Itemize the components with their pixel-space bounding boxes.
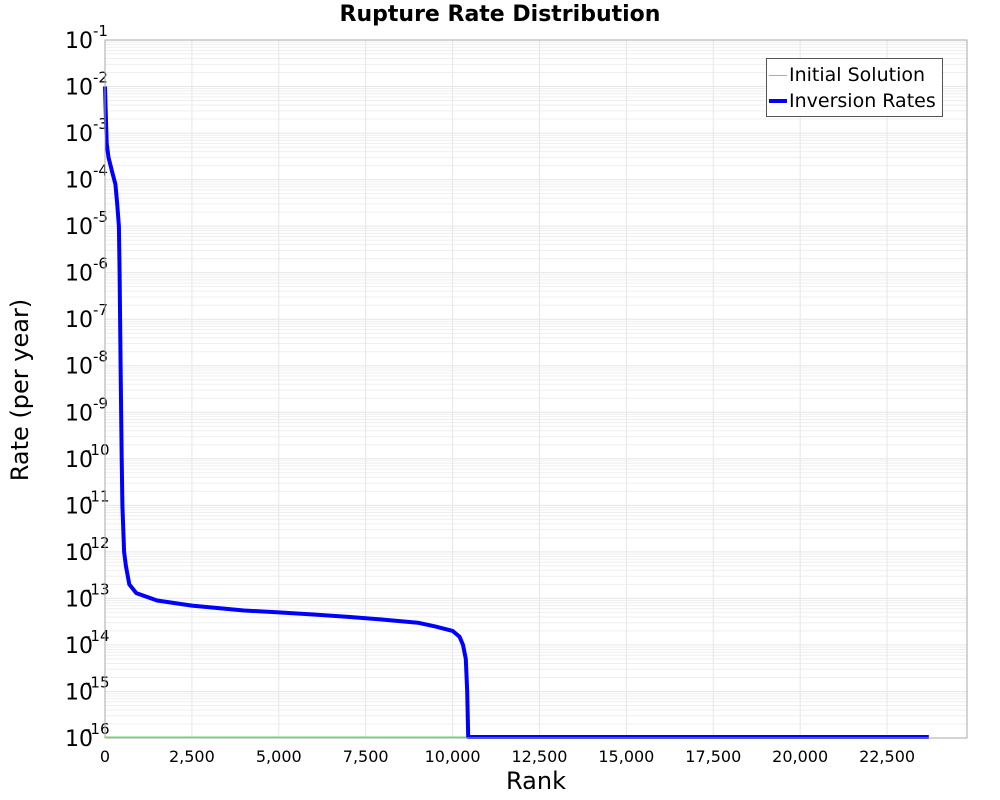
legend-label: Initial Solution: [789, 64, 926, 86]
y-tick-exponent: -13: [85, 580, 110, 598]
y-tick-exponent: -10: [85, 441, 110, 459]
y-tick-label: 10: [65, 401, 93, 426]
y-tick-label: 10: [65, 76, 93, 101]
x-tick-label: 22,500: [859, 747, 915, 766]
y-tick-label: 10: [65, 355, 93, 380]
y-tick-exponent: -7: [93, 301, 108, 319]
y-tick-exponent: -1: [93, 22, 108, 40]
y-tick-label: 10: [65, 727, 93, 752]
legend-label: Inversion Rates: [789, 90, 936, 112]
y-tick-label: 10: [65, 262, 93, 287]
y-tick-label: 10: [65, 587, 93, 612]
y-tick-label: 10: [65, 541, 93, 566]
y-axis-ticks: 10-110-210-310-410-510-610-710-810 -910-1…: [65, 22, 110, 752]
y-tick-label: 10: [65, 122, 93, 147]
y-tick-exponent: -12: [85, 534, 110, 552]
x-axis-label: Rank: [506, 767, 566, 795]
y-tick-exponent: -4: [93, 162, 108, 180]
y-tick-label: 10: [65, 494, 93, 519]
x-tick-label: 2,500: [169, 747, 215, 766]
y-tick-exponent: -2: [93, 69, 108, 87]
x-tick-label: 10,000: [425, 747, 481, 766]
y-tick-label: 10: [65, 634, 93, 659]
x-tick-label: 12,500: [511, 747, 567, 766]
y-tick-exponent: -6: [93, 255, 108, 273]
plot-border: [104, 39, 968, 739]
legend: Initial Solution Inversion Rates: [766, 58, 943, 117]
y-tick-exponent: -8: [93, 348, 108, 366]
x-tick-label: 17,500: [685, 747, 741, 766]
x-tick-label: 5,000: [256, 747, 302, 766]
series-line-inversion-rates: [103, 86, 929, 739]
y-tick-exponent: -16: [85, 720, 110, 738]
legend-swatch-green-line-icon: [769, 74, 787, 76]
y-tick-exponent: -11: [85, 487, 110, 505]
x-axis-ticks: 0 2,500 5,000 7,500 10,000 12,500 15,000 17,500…: [100, 747, 915, 766]
grid-lines: [104, 39, 967, 739]
y-tick-label: 10: [65, 169, 93, 194]
legend-swatch-blue-line-icon: [769, 99, 787, 103]
x-tick-label: 20,000: [772, 747, 828, 766]
y-tick-label: 10: [65, 308, 93, 333]
y-tick-label: 10: [65, 680, 93, 705]
y-tick-label: 10: [65, 29, 93, 54]
x-tick-label: 15,000: [598, 747, 654, 766]
legend-item-initial-solution: Initial Solution: [769, 63, 925, 87]
chart-title: Rupture Rate Distribution: [339, 2, 661, 27]
legend-item-inversion-rates: Inversion Rates: [769, 89, 936, 113]
data-series: [103, 86, 929, 739]
y-tick-exponent: -5: [93, 208, 108, 226]
y-tick-label: 10: [65, 448, 93, 473]
x-tick-label: 7,500: [343, 747, 389, 766]
x-tick-label: 0: [100, 747, 110, 766]
y-tick-exponent: -15: [85, 673, 110, 691]
y-tick-exponent: -9: [93, 394, 108, 412]
y-tick-label: 10: [65, 215, 93, 240]
y-tick-exponent: -14: [85, 627, 110, 645]
